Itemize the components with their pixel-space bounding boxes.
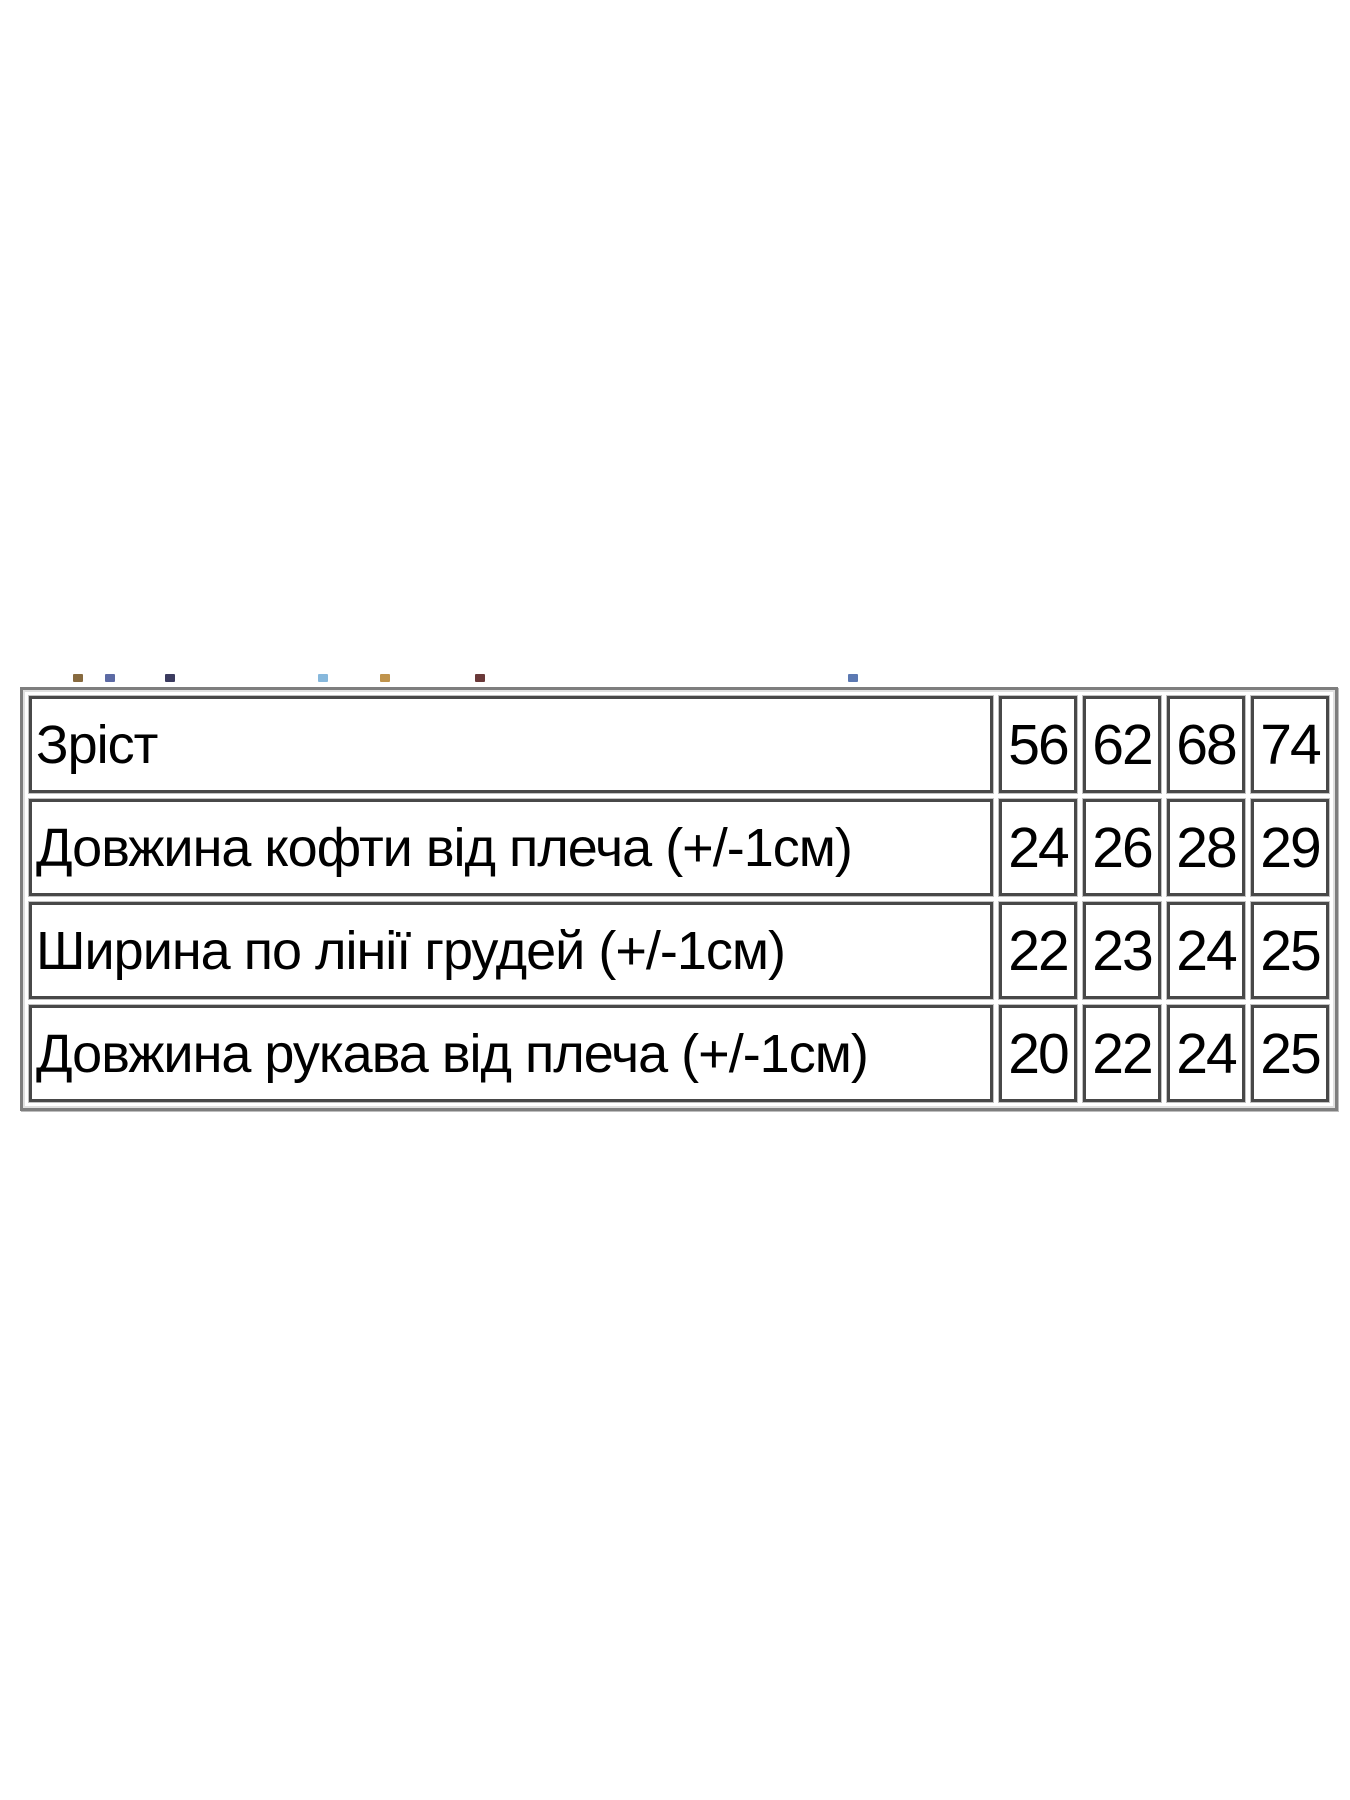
cropped-text-speck [165,674,175,682]
size-value-cell: 29 [1251,799,1329,896]
table-row: Довжина рукава від плеча (+/-1см) 20 22 24 2… [29,1005,1329,1102]
size-chart-table: Зріст 56 62 68 74 Довжина кофти від плеча (+/… [20,687,1338,1111]
size-value-cell: 22 [1083,1005,1161,1102]
size-value-cell: 26 [1083,799,1161,896]
size-value-cell: 20 [999,1005,1077,1102]
size-value-cell: 62 [1083,696,1161,793]
row-label: Довжина кофти від плеча (+/-1см) [29,799,993,896]
size-value-cell: 68 [1167,696,1245,793]
row-label: Зріст [29,696,993,793]
table-row: Зріст 56 62 68 74 [29,696,1329,793]
size-value-cell: 22 [999,902,1077,999]
size-value-cell: 24 [999,799,1077,896]
cropped-text-speck [380,674,390,682]
cropped-text-speck [318,674,328,682]
size-chart-table-body: Зріст 56 62 68 74 Довжина кофти від плеча (+/… [29,696,1329,1102]
row-label: Довжина рукава від плеча (+/-1см) [29,1005,993,1102]
table-row: Довжина кофти від плеча (+/-1см) 24 26 28 29 [29,799,1329,896]
cropped-text-speck [475,674,485,682]
size-value-cell: 28 [1167,799,1245,896]
size-value-cell: 23 [1083,902,1161,999]
cropped-text-speck [105,674,115,682]
size-value-cell: 56 [999,696,1077,793]
row-label: Ширина по лінії грудей (+/-1см) [29,902,993,999]
size-value-cell: 74 [1251,696,1329,793]
table-row: Ширина по лінії грудей (+/-1см) 22 23 24 25 [29,902,1329,999]
cropped-text-speck [73,674,83,682]
size-value-cell: 24 [1167,1005,1245,1102]
size-value-cell: 24 [1167,902,1245,999]
size-value-cell: 25 [1251,902,1329,999]
cropped-text-speck [848,674,858,682]
size-value-cell: 25 [1251,1005,1329,1102]
